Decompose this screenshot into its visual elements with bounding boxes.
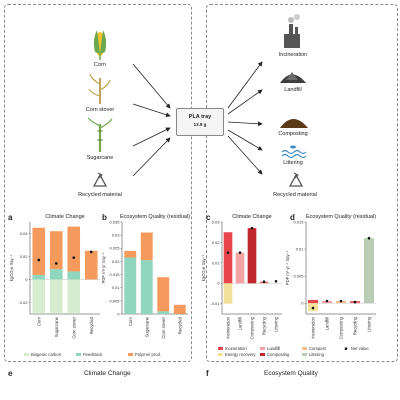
- input-label-corn: Corn: [94, 62, 106, 68]
- left-panel-frame: [4, 4, 192, 362]
- eol-label-recycled-material: Recycled material: [273, 192, 317, 198]
- panel-letter-f: f: [206, 369, 209, 378]
- input-arrows: [132, 63, 171, 177]
- right-panel-frame: [206, 4, 398, 362]
- eol-label-incineration: Incineration: [278, 52, 308, 58]
- landfill-icon: [280, 72, 306, 83]
- sugarcane-icon: [87, 117, 113, 152]
- corn-icon: [93, 30, 107, 60]
- panel-letter-c: c: [206, 213, 211, 222]
- input-label-corn-stover: Corn stover: [85, 107, 115, 113]
- input-label-sugarcane: Sugarcane: [86, 155, 114, 161]
- eol-label-landfill: Landfill: [284, 87, 302, 93]
- eol-label-composting: Composting: [278, 131, 308, 137]
- bottom-title-ecosystem-quality: Ecosystem Quality: [264, 370, 318, 377]
- composting-icon: [280, 119, 308, 128]
- recycle-icon-right: [288, 172, 304, 187]
- tray-name: PLA tray: [188, 114, 212, 120]
- tray-mass: 13.9 g: [193, 122, 207, 127]
- corn-stover-icon: [88, 73, 111, 104]
- littering-icon: [281, 145, 307, 159]
- bottom-title-climate-change: Climate Change: [84, 370, 131, 377]
- panel-letter-d: d: [290, 213, 295, 222]
- panel-letter-e: e: [8, 369, 13, 378]
- eol-label-littering: Littering: [283, 160, 303, 166]
- recycle-icon: [92, 172, 108, 187]
- input-label-recycled-material: Recycled material: [78, 192, 122, 198]
- pla-tray-box: PLA tray 13.9 g: [176, 108, 224, 136]
- panel-letter-a: a: [8, 213, 13, 222]
- panel-letter-b: b: [102, 213, 107, 222]
- incineration-icon: [284, 14, 300, 48]
- lifecycle-illustration: [87, 14, 308, 187]
- output-arrows: [227, 61, 263, 175]
